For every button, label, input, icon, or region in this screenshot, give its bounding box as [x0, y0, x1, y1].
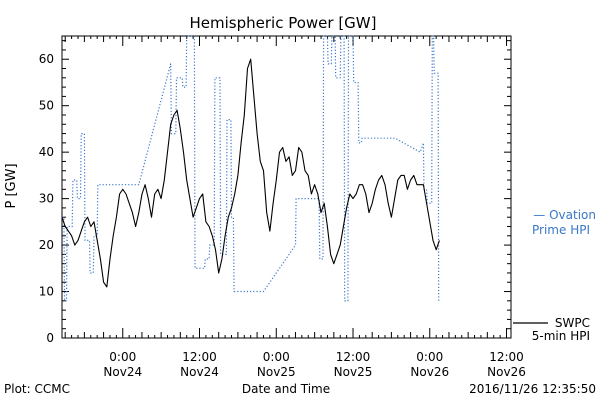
- series-ovation-prime-line: [62, 35, 440, 302]
- x-tick-label-date: Nov24: [180, 365, 219, 379]
- legend-swpc-label: SWPC: [555, 316, 590, 330]
- x-tick-label-date: Nov26: [487, 365, 526, 379]
- footer-plot-source: Plot: CCMC: [4, 382, 70, 396]
- x-tick-label-time: 12:00: [336, 350, 371, 364]
- y-tick-label: 20: [39, 238, 54, 252]
- x-tick-label-date: Nov24: [103, 365, 142, 379]
- x-tick-label-time: 12:00: [182, 350, 217, 364]
- x-tick-label-time: 0:00: [109, 350, 136, 364]
- x-tick-label-date: Nov25: [334, 365, 373, 379]
- x-tick-label-time: 0:00: [416, 350, 443, 364]
- y-axis-label: P [GW]: [4, 163, 19, 208]
- x-tick-label-date: Nov25: [257, 365, 296, 379]
- x-tick-label-date: Nov26: [410, 365, 449, 379]
- x-axis-label: Date and Time: [242, 382, 330, 396]
- chart-title: Hemispheric Power [GW]: [190, 14, 377, 32]
- y-tick-label: 10: [39, 285, 54, 299]
- y-tick-label: 40: [39, 145, 54, 159]
- x-ticks: 0:00Nov2412:00Nov240:00Nov2512:00Nov250:…: [64, 36, 526, 379]
- series-layer: [61, 35, 440, 302]
- legend-ovation-label: — Ovation: [533, 208, 596, 222]
- x-tick-label-time: 0:00: [263, 350, 290, 364]
- y-ticks: 0 10 20 30 40 50 60: [39, 40, 511, 345]
- x-tick-label-time: 12:00: [489, 350, 524, 364]
- footer-timestamp: 2016/11/26 12:35:50: [469, 382, 596, 396]
- y-tick-label: 0: [46, 331, 54, 345]
- legend-swpc-label-2: 5-min HPI: [532, 329, 590, 343]
- y-tick-label: 30: [39, 192, 54, 206]
- series-swpc-line: [61, 58, 440, 288]
- legend-ovation-label-2: Prime HPI: [532, 223, 590, 237]
- y-tick-label: 50: [39, 99, 54, 113]
- y-tick-label: 60: [39, 52, 54, 66]
- plot-frame: [61, 35, 512, 339]
